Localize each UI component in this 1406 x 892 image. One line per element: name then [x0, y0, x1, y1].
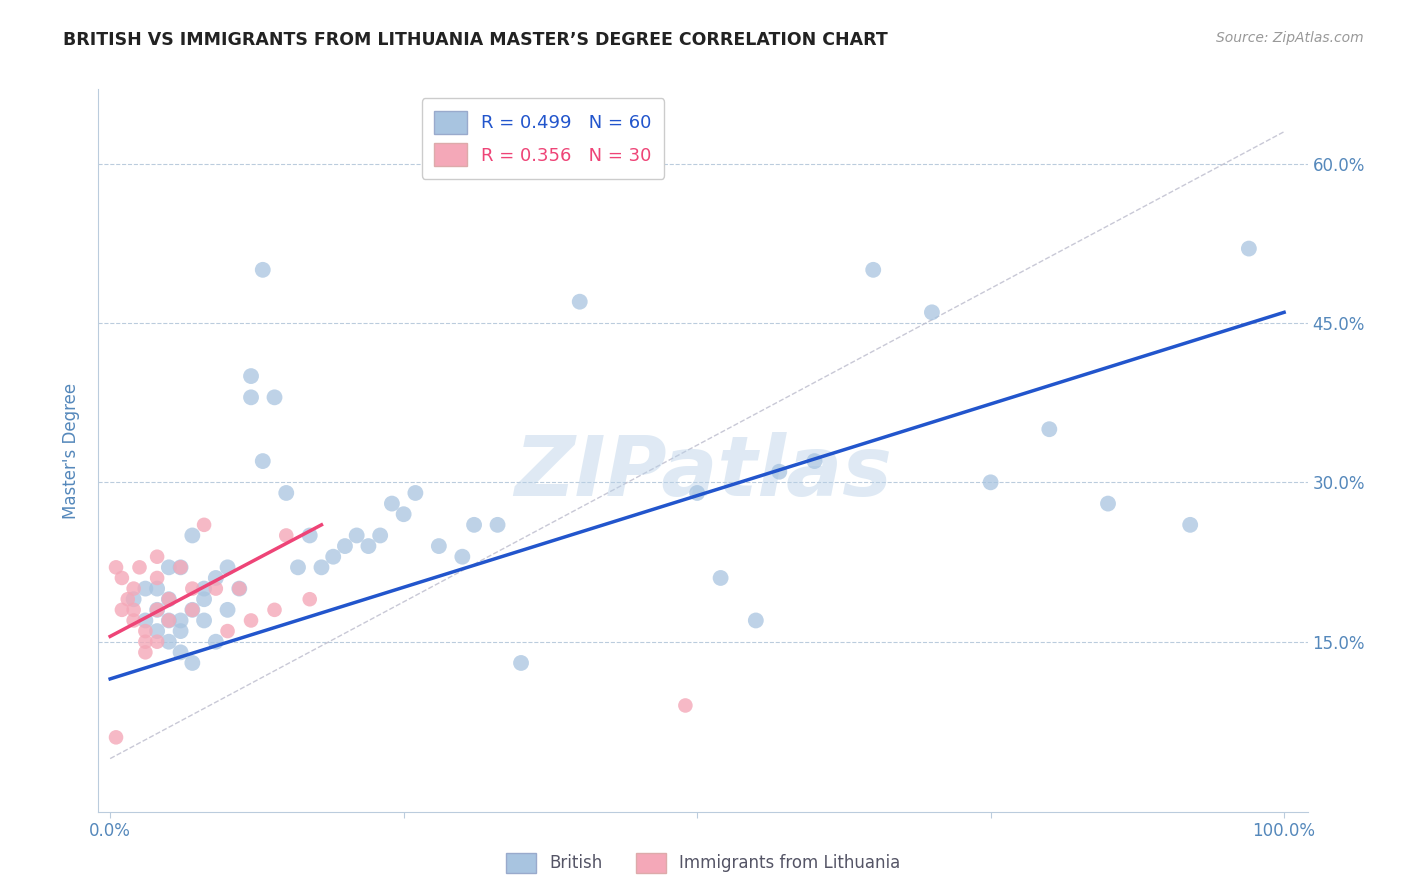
- Point: [111, 603, 134, 617]
- Point: [169, 614, 191, 628]
- Point: [276, 486, 298, 500]
- Point: [768, 465, 790, 479]
- Y-axis label: Master's Degree: Master's Degree: [62, 383, 80, 518]
- Point: [169, 560, 191, 574]
- Point: [486, 517, 509, 532]
- Point: [252, 263, 274, 277]
- Point: [169, 645, 191, 659]
- Point: [134, 624, 156, 639]
- Point: [287, 560, 309, 574]
- Point: [193, 582, 215, 596]
- Point: [228, 582, 250, 596]
- Point: [134, 582, 156, 596]
- Point: [217, 624, 239, 639]
- Point: [181, 528, 204, 542]
- Point: [673, 698, 696, 713]
- Point: [1038, 422, 1060, 436]
- Point: [298, 592, 321, 607]
- Point: [122, 603, 145, 617]
- Point: [146, 603, 169, 617]
- Point: [240, 390, 263, 404]
- Point: [1097, 497, 1119, 511]
- Point: [745, 614, 768, 628]
- Point: [122, 582, 145, 596]
- Point: [204, 571, 226, 585]
- Point: [276, 528, 298, 542]
- Point: [217, 603, 239, 617]
- Point: [181, 582, 204, 596]
- Point: [263, 603, 285, 617]
- Point: [333, 539, 356, 553]
- Point: [157, 634, 180, 648]
- Point: [803, 454, 825, 468]
- Point: [427, 539, 450, 553]
- Point: [252, 454, 274, 468]
- Point: [169, 624, 191, 639]
- Point: [381, 497, 404, 511]
- Point: [169, 560, 191, 574]
- Point: [157, 592, 180, 607]
- Point: [451, 549, 474, 564]
- Legend: British, Immigrants from Lithuania: British, Immigrants from Lithuania: [499, 847, 907, 880]
- Point: [128, 560, 150, 574]
- Point: [204, 634, 226, 648]
- Point: [146, 634, 169, 648]
- Point: [105, 731, 128, 745]
- Point: [146, 571, 169, 585]
- Point: [134, 645, 156, 659]
- Point: [157, 592, 180, 607]
- Point: [157, 560, 180, 574]
- Point: [228, 582, 250, 596]
- Point: [263, 390, 285, 404]
- Point: [368, 528, 391, 542]
- Point: [463, 517, 485, 532]
- Point: [980, 475, 1002, 490]
- Point: [193, 517, 215, 532]
- Point: [710, 571, 733, 585]
- Point: [392, 507, 415, 521]
- Point: [105, 560, 128, 574]
- Point: [568, 294, 591, 309]
- Point: [204, 582, 226, 596]
- Point: [240, 614, 263, 628]
- Point: [181, 603, 204, 617]
- Point: [134, 614, 156, 628]
- Point: [322, 549, 344, 564]
- Point: [122, 614, 145, 628]
- Point: [1237, 242, 1260, 256]
- Text: BRITISH VS IMMIGRANTS FROM LITHUANIA MASTER’S DEGREE CORRELATION CHART: BRITISH VS IMMIGRANTS FROM LITHUANIA MAS…: [63, 31, 889, 49]
- Point: [240, 369, 263, 384]
- Point: [181, 603, 204, 617]
- Point: [111, 571, 134, 585]
- Point: [404, 486, 426, 500]
- Point: [357, 539, 380, 553]
- Point: [157, 614, 180, 628]
- Point: [1180, 517, 1202, 532]
- Point: [193, 592, 215, 607]
- Point: [311, 560, 333, 574]
- Point: [510, 656, 533, 670]
- Point: [217, 560, 239, 574]
- Point: [146, 549, 169, 564]
- Point: [181, 656, 204, 670]
- Point: [686, 486, 709, 500]
- Point: [134, 634, 156, 648]
- Point: [117, 592, 139, 607]
- Point: [862, 263, 884, 277]
- Point: [146, 624, 169, 639]
- Point: [122, 592, 145, 607]
- Text: ZIPatlas: ZIPatlas: [515, 432, 891, 513]
- Point: [298, 528, 321, 542]
- Point: [346, 528, 368, 542]
- Point: [146, 603, 169, 617]
- Point: [921, 305, 943, 319]
- Legend: R = 0.499   N = 60, R = 0.356   N = 30: R = 0.499 N = 60, R = 0.356 N = 30: [422, 98, 665, 179]
- Point: [193, 614, 215, 628]
- Point: [146, 582, 169, 596]
- Text: Source: ZipAtlas.com: Source: ZipAtlas.com: [1216, 31, 1364, 45]
- Point: [157, 614, 180, 628]
